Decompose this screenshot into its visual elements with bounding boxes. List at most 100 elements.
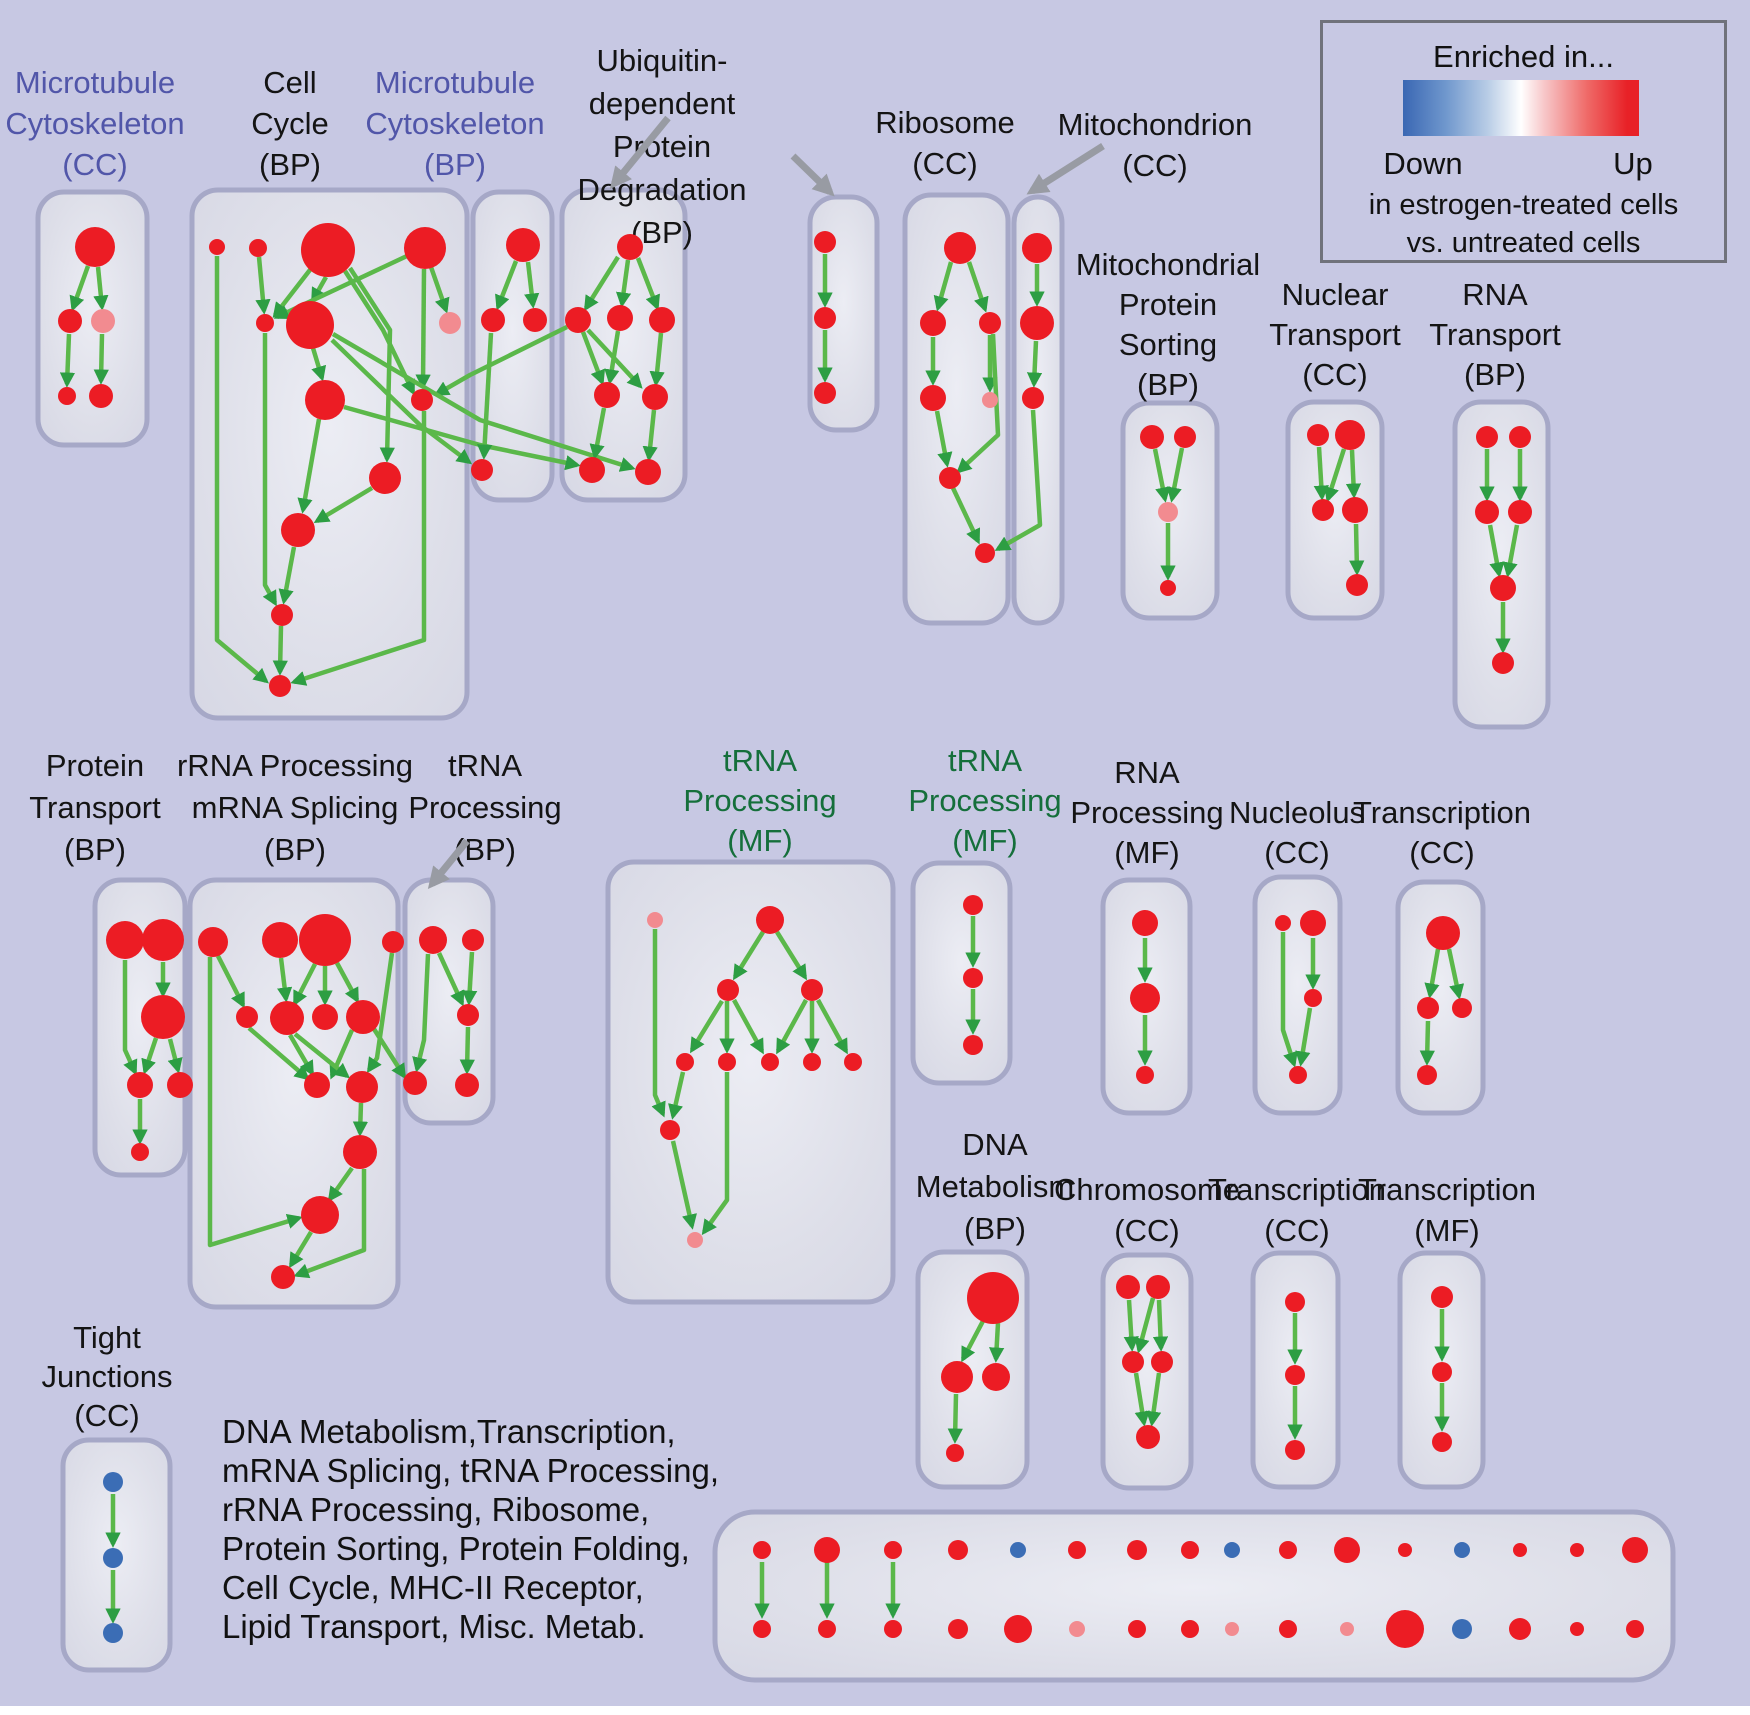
- edge-cell-cycle: [272, 625, 288, 676]
- cluster-label-microtubule-cc: (CC): [62, 147, 127, 182]
- go-term-node-rrna-mrna: [271, 1265, 295, 1289]
- go-term-node-rrna-mrna: [312, 1004, 338, 1030]
- misc-clusters-text: DNA Metabolism,Transcription, mRNA Splici…: [222, 1412, 719, 1646]
- go-term-node-cell-cycle: [305, 380, 345, 420]
- edge-ubiquitin-deg-1: [604, 330, 621, 385]
- go-term-node-protein-transport: [142, 919, 184, 961]
- edge-trna-mf-1: [732, 930, 765, 981]
- cluster-label-ubiquitin-deg-1: Ubiquitin-: [597, 43, 728, 78]
- go-term-node-dna-metabolism: [941, 1361, 973, 1393]
- cluster-labels-layer: Microtubule Cytoskeleton (CC) Cell Cycle (BP)…: [5, 43, 1561, 1433]
- cluster-label-transcription-mf: (MF): [1414, 1213, 1479, 1248]
- edge-nuclear-transport: [1313, 446, 1329, 501]
- cluster-label-rna-processing-mf: RNA: [1114, 755, 1180, 790]
- go-term-node-strip: [814, 1537, 840, 1563]
- nodes-layer: [58, 223, 1648, 1648]
- go-term-node-rrna-mrna: [346, 1071, 378, 1103]
- edge-microtubule-bp: [477, 332, 494, 460]
- edge-cell-cycle: [311, 275, 328, 304]
- go-term-node-ubiquitin-deg-1: [635, 459, 661, 485]
- edge-dna-metabolism: [961, 1319, 985, 1363]
- cluster-label-microtubule-cc: Microtubule: [15, 65, 175, 100]
- go-term-node-strip: [1068, 1541, 1086, 1559]
- go-term-node-nucleolus: [1304, 989, 1322, 1007]
- edge-trna-mf-1: [732, 998, 764, 1055]
- cluster-label-chromosome: Chromosome: [1054, 1172, 1240, 1207]
- go-term-node-transcription-cc-r2: [1426, 916, 1460, 950]
- edge-nuclear-transport: [1324, 448, 1347, 503]
- go-term-node-strip: [1398, 1543, 1412, 1557]
- go-term-node-chromosome: [1116, 1275, 1140, 1299]
- go-term-node-ribosome: [939, 467, 961, 489]
- cluster-label-microtubule-bp: Microtubule: [375, 65, 535, 100]
- edge-rrna-mrna: [372, 1027, 407, 1080]
- go-term-node-rna-transport: [1490, 575, 1516, 601]
- go-term-node-microtubule-cc: [75, 227, 115, 267]
- edge-protein-transport: [167, 1038, 183, 1074]
- go-term-node-nucleolus: [1300, 910, 1326, 936]
- edge-rrna-mrna: [247, 1026, 310, 1081]
- cluster-label-rna-transport: RNA: [1462, 277, 1528, 312]
- go-term-node-transcription-cc-r3: [1285, 1440, 1305, 1460]
- cluster-label-nuclear-transport: Transport: [1269, 317, 1401, 352]
- go-term-node-transcription-cc-r3: [1285, 1365, 1305, 1385]
- go-term-node-trna-mf-1: [718, 1053, 736, 1071]
- go-term-node-ubiquitin-deg-2: [814, 307, 836, 329]
- go-term-node-strip: [884, 1620, 902, 1638]
- go-term-node-strip: [1340, 1622, 1354, 1636]
- go-term-node-nuclear-transport: [1312, 499, 1334, 521]
- go-term-node-trna-bp: [455, 1073, 479, 1097]
- cluster-label-dna-metabolism: DNA: [962, 1127, 1028, 1162]
- go-term-node-trna-bp: [457, 1004, 479, 1026]
- go-term-node-protein-transport: [131, 1143, 149, 1161]
- go-term-node-ubiquitin-deg-1: [642, 384, 668, 410]
- go-term-node-strip: [1622, 1537, 1648, 1563]
- edge-trna-mf-1: [668, 1071, 686, 1120]
- go-term-node-strip: [1128, 1620, 1146, 1638]
- edge-ubiquitin-deg-1: [589, 407, 607, 460]
- edge-cell-cycle: [310, 347, 327, 382]
- go-term-node-strip: [1454, 1542, 1470, 1558]
- edge-trna-bp: [459, 1026, 475, 1075]
- go-term-node-trna-mf-1: [687, 1232, 703, 1248]
- cluster-label-ribosome: (CC): [912, 146, 977, 181]
- edge-cell-cycle: [214, 256, 269, 684]
- go-term-node-trna-mf-2: [963, 968, 983, 988]
- go-term-node-ribosome: [979, 312, 1001, 334]
- cluster-label-nuclear-transport: (CC): [1302, 357, 1367, 392]
- edge-mitochondrion: [1026, 340, 1043, 388]
- cluster-label-cell-cycle: Cycle: [251, 106, 329, 141]
- go-term-node-cell-cycle: [269, 675, 291, 697]
- go-term-node-strip: [948, 1619, 968, 1639]
- cluster-label-protein-transport: (BP): [64, 832, 126, 867]
- go-term-node-cell-cycle: [281, 513, 315, 547]
- edge-ubiquitin-deg-1: [635, 257, 660, 311]
- go-term-node-trna-mf-1: [801, 979, 823, 1001]
- cluster-label-nucleolus: (CC): [1264, 835, 1329, 870]
- go-term-node-rrna-mrna: [304, 1072, 330, 1098]
- edge-cell-cycle: [428, 266, 450, 314]
- edge-ribosome: [934, 410, 953, 468]
- cluster-label-trna-mf-1: tRNA: [723, 743, 797, 778]
- cluster-label-nucleolus: Nucleolus: [1229, 795, 1365, 830]
- go-term-node-protein-transport: [141, 995, 185, 1039]
- cluster-label-transcription-mf: Transcription: [1358, 1172, 1536, 1207]
- go-term-node-strip: [1279, 1541, 1297, 1559]
- edge-microtubule-cc: [69, 265, 91, 312]
- misc-text-line: mRNA Splicing, tRNA Processing,: [222, 1452, 720, 1489]
- go-term-node-cell-cycle: [256, 314, 274, 332]
- edges-layer: [59, 253, 1528, 1624]
- go-term-node-microtubule-bp: [506, 228, 540, 262]
- cluster-label-nuclear-transport: Nuclear: [1282, 277, 1389, 312]
- edge-rrna-mrna: [292, 962, 318, 1007]
- go-term-node-rrna-mrna: [262, 922, 298, 958]
- edge-ribosome: [950, 487, 981, 545]
- go-term-node-microtubule-cc: [89, 384, 113, 408]
- cluster-label-trna-mf-2: tRNA: [948, 743, 1022, 778]
- edge-ubiquitin-deg-1: [642, 409, 658, 462]
- edge-cell-cycle: [331, 332, 636, 472]
- edge-ubiquitin-deg-1: [649, 332, 665, 387]
- edge-cell-cycle: [433, 324, 568, 396]
- cluster-label-chromosome: (CC): [1114, 1213, 1179, 1248]
- edge-microtubule-cc: [59, 333, 76, 388]
